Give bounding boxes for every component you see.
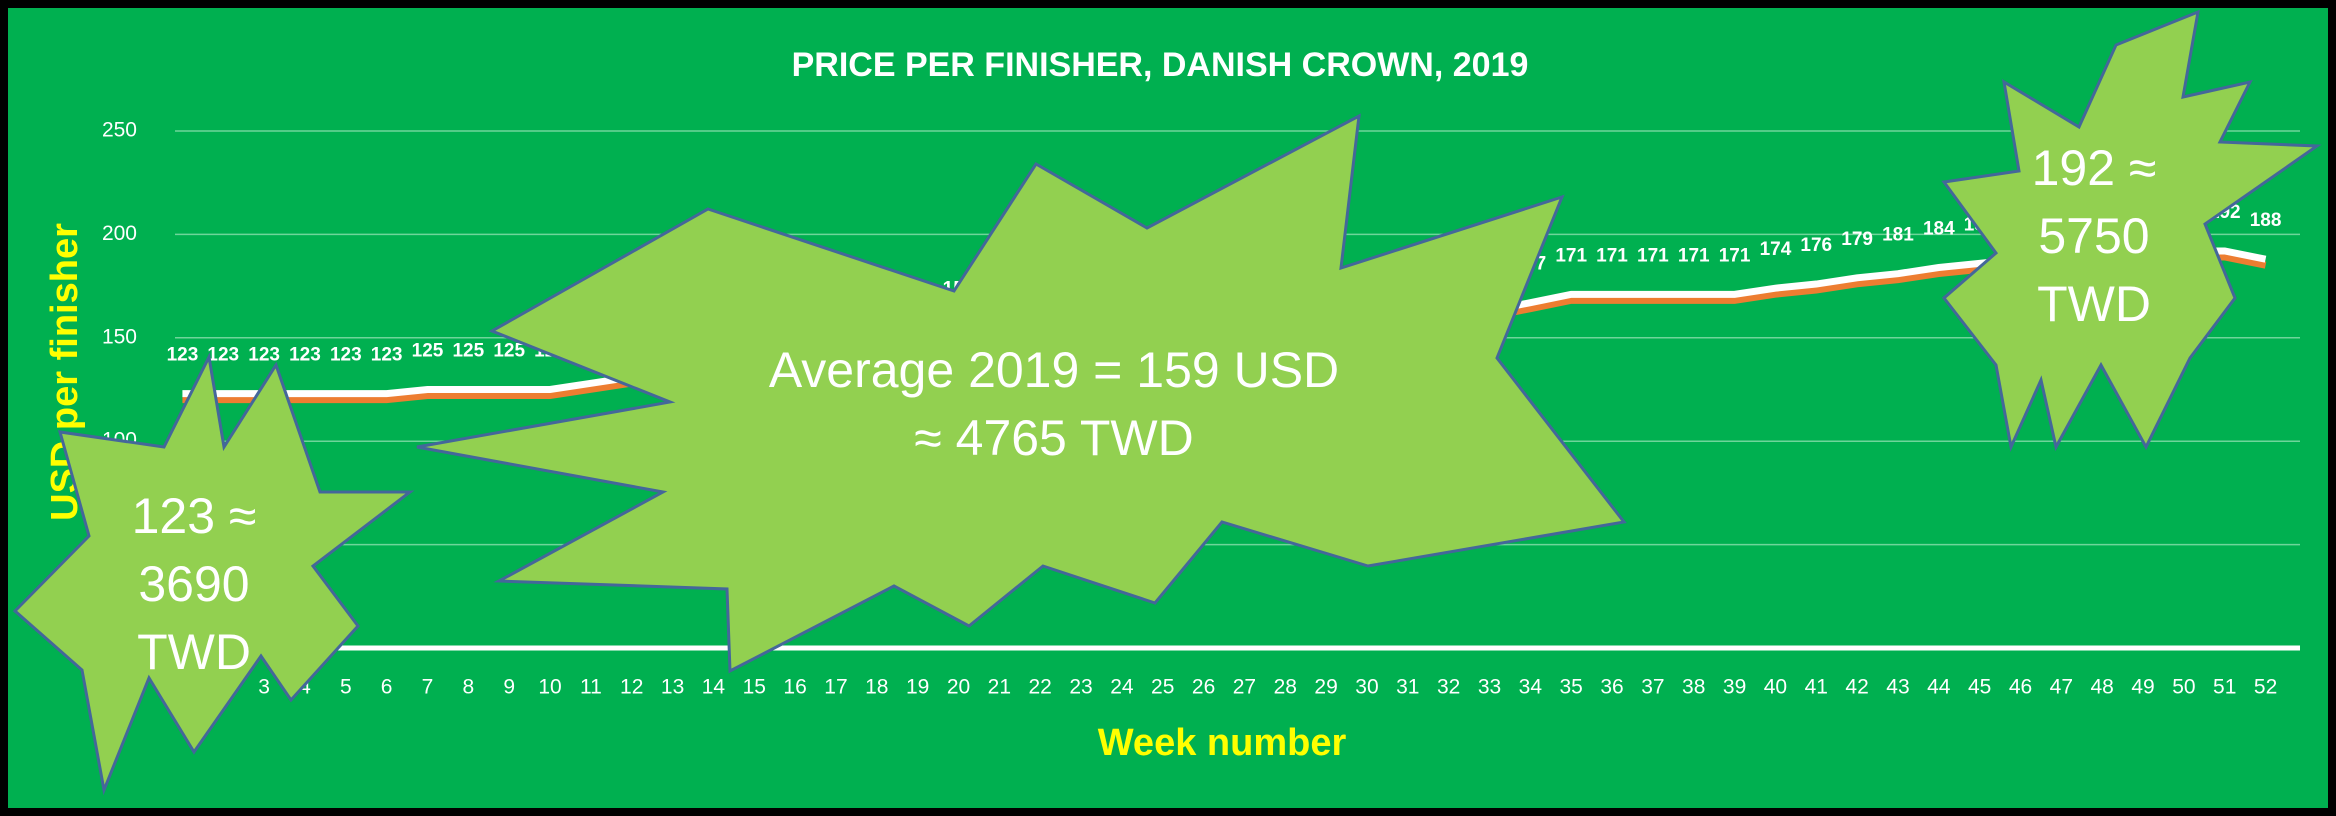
x-tick-label: 26 (1192, 676, 1215, 699)
data-label: 125 (452, 341, 484, 362)
x-tick-label: 31 (1396, 676, 1419, 699)
x-tick-label: 32 (1437, 676, 1460, 699)
x-tick-label: 36 (1600, 676, 1623, 699)
data-label: 123 (289, 345, 321, 366)
x-tick-label: 44 (1927, 676, 1951, 699)
x-tick-label: 7 (422, 676, 434, 699)
x-tick-label: 6 (381, 676, 393, 699)
x-tick-label: 3 (258, 676, 270, 699)
starburst-right: 192 ≈ 5750 TWD (1941, 9, 2322, 453)
x-tick-label: 39 (1723, 676, 1746, 699)
x-tick-label: 34 (1519, 676, 1543, 699)
x-tick-label: 22 (1029, 676, 1052, 699)
data-label: 125 (412, 341, 444, 362)
x-tick-label: 11 (580, 676, 602, 699)
y-tick-label: 150 (102, 325, 137, 348)
x-tick-label: 35 (1560, 676, 1583, 699)
data-label: 179 (1841, 229, 1873, 250)
chart-title: PRICE PER FINISHER, DANISH CROWN, 2019 (792, 46, 1529, 84)
x-tick-label: 12 (620, 676, 643, 699)
x-tick-label: 25 (1151, 676, 1174, 699)
starburst-center: Average 2019 = 159 USD ≈ 4765 TWD (416, 113, 1627, 674)
x-tick-label: 8 (463, 676, 475, 699)
x-tick-label: 19 (906, 676, 929, 699)
data-label: 181 (1882, 225, 1914, 246)
x-tick-label: 13 (661, 676, 684, 699)
x-tick-label: 20 (947, 676, 970, 699)
x-tick-label: 49 (2131, 676, 2154, 699)
x-tick-label: 14 (702, 676, 726, 699)
annotation-text: TWD (2037, 276, 2151, 332)
starburst-shape (12, 352, 415, 796)
data-label: 188 (2250, 210, 2282, 231)
x-tick-label: 51 (2213, 676, 2236, 699)
data-label: 171 (1596, 245, 1628, 266)
x-tick-label: 21 (988, 676, 1011, 699)
x-tick-label: 24 (1110, 676, 1134, 699)
x-tick-label: 29 (1314, 676, 1337, 699)
data-label: 184 (1923, 219, 1955, 240)
data-label: 171 (1637, 245, 1669, 266)
annotation-text: Average 2019 = 159 USD (769, 342, 1339, 398)
data-label: 176 (1800, 235, 1832, 256)
annotation-text: ≈ 4765 TWD (914, 410, 1193, 466)
x-axis-label: Week number (1098, 722, 1347, 764)
annotation-text: 5750 (2038, 208, 2149, 264)
x-tick-label: 50 (2172, 676, 2195, 699)
x-tick-label: 23 (1069, 676, 1092, 699)
x-tick-label: 48 (2091, 676, 2114, 699)
data-label: 171 (1719, 245, 1751, 266)
x-tick-label: 10 (538, 676, 561, 699)
data-label: 123 (330, 345, 362, 366)
y-tick-label: 250 (102, 119, 137, 142)
annotation-text: 3690 (138, 556, 249, 612)
x-tick-label: 45 (1968, 676, 1991, 699)
data-label: 174 (1760, 239, 1792, 260)
x-tick-label: 17 (824, 676, 847, 699)
x-tick-label: 43 (1886, 676, 1909, 699)
x-tick-label: 37 (1641, 676, 1664, 699)
data-label: 123 (371, 345, 403, 366)
data-label: 123 (207, 345, 239, 366)
x-tick-label: 30 (1355, 676, 1378, 699)
x-tick-label: 42 (1845, 676, 1868, 699)
data-label: 171 (1555, 245, 1587, 266)
x-tick-label: 47 (2050, 676, 2073, 699)
x-tick-label: 15 (743, 676, 766, 699)
annotation-text: TWD (137, 624, 251, 680)
x-tick-label: 38 (1682, 676, 1705, 699)
y-tick-label: 200 (102, 222, 137, 245)
x-tick-label: 52 (2254, 676, 2277, 699)
data-label: 123 (167, 345, 199, 366)
data-label: 171 (1678, 245, 1710, 266)
x-tick-label: 40 (1764, 676, 1787, 699)
x-tick-label: 18 (865, 676, 888, 699)
starburst-shape (1941, 9, 2322, 453)
x-tick-label: 27 (1233, 676, 1256, 699)
x-tick-label: 46 (2009, 676, 2032, 699)
x-tick-label: 9 (503, 676, 515, 699)
x-tick-label: 41 (1805, 676, 1828, 699)
x-tick-label: 16 (783, 676, 806, 699)
data-label: 125 (493, 341, 525, 362)
x-tick-label: 33 (1478, 676, 1501, 699)
starburst-shape (416, 113, 1627, 674)
starburst-left: 123 ≈ 3690 TWD (12, 352, 415, 796)
annotation-text: 192 ≈ (2032, 140, 2157, 196)
annotation-text: 123 ≈ (132, 488, 257, 544)
data-label: 123 (248, 345, 280, 366)
x-tick-label: 5 (340, 676, 352, 699)
x-tick-label: 28 (1274, 676, 1297, 699)
